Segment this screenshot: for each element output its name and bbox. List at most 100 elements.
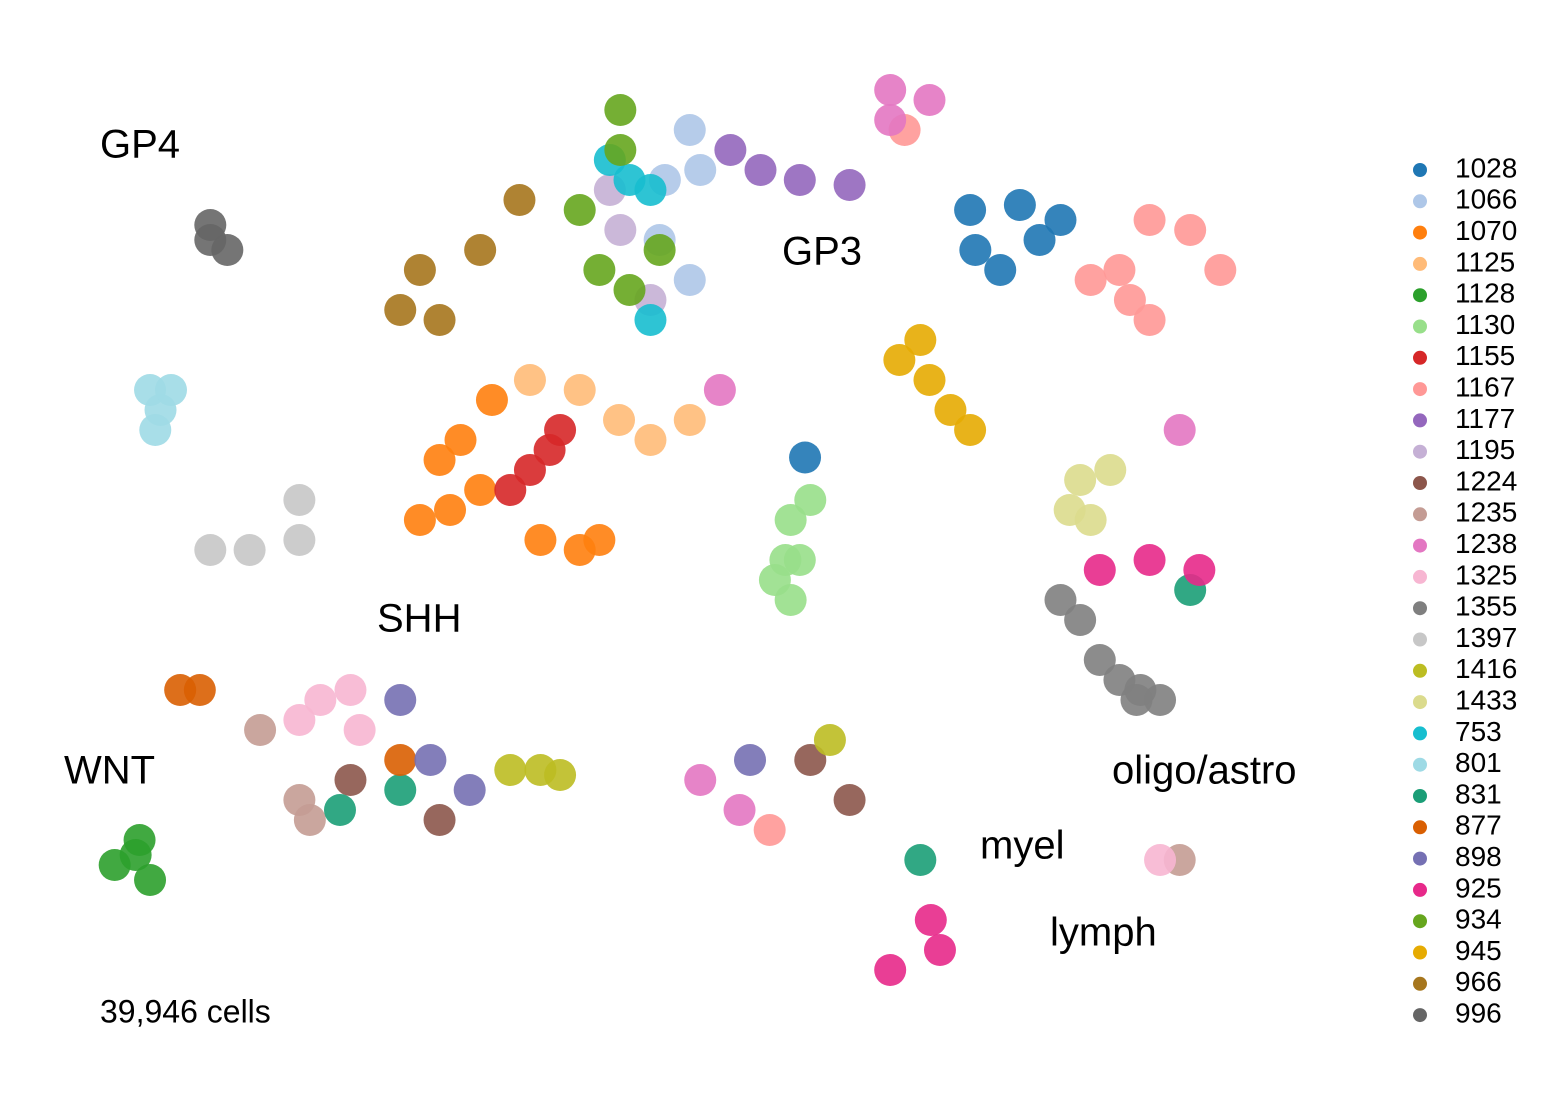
point <box>403 254 436 286</box>
point <box>634 304 667 336</box>
point <box>1023 224 1056 256</box>
point <box>524 524 557 556</box>
point <box>1064 604 1097 636</box>
legend-marker <box>1413 789 1427 803</box>
point <box>434 494 467 526</box>
point <box>423 804 456 836</box>
point <box>913 364 946 396</box>
point <box>794 744 827 776</box>
legend-label: 1128 <box>1455 278 1515 309</box>
point <box>453 774 486 806</box>
legend-label: 1224 <box>1455 465 1517 496</box>
legend-label: 1130 <box>1455 309 1515 340</box>
legend-marker <box>1413 288 1427 303</box>
point <box>1064 464 1097 496</box>
legend-label: 753 <box>1455 716 1502 747</box>
legend-marker <box>1413 569 1427 584</box>
legend-marker <box>1413 194 1427 209</box>
point <box>563 194 596 226</box>
point <box>244 714 277 746</box>
point <box>155 374 187 406</box>
point <box>384 294 417 326</box>
point <box>123 824 156 856</box>
legend-label: 1355 <box>1455 591 1517 622</box>
point <box>1133 544 1166 576</box>
legend-label: 1167 <box>1455 371 1515 402</box>
cluster-label: GP4 <box>100 123 180 167</box>
point <box>673 404 706 436</box>
point <box>1133 304 1166 336</box>
point <box>1083 554 1116 586</box>
point <box>914 904 947 936</box>
point <box>1133 204 1166 236</box>
point <box>913 84 946 116</box>
point <box>139 414 172 446</box>
legend-marker <box>1413 413 1427 428</box>
legend-label: 1066 <box>1455 184 1517 215</box>
point <box>783 164 816 196</box>
point <box>904 844 937 876</box>
point <box>194 534 227 566</box>
point <box>343 714 376 746</box>
point <box>833 784 866 816</box>
legend-marker <box>1413 601 1427 616</box>
legend-label: 1195 <box>1455 434 1515 465</box>
point <box>723 794 756 826</box>
caption: 39,946 cells <box>100 993 271 1029</box>
legend-label: 1325 <box>1455 559 1517 590</box>
point <box>283 484 316 516</box>
point <box>1074 264 1107 296</box>
legend-marker <box>1413 225 1427 240</box>
legend-marker <box>1413 538 1427 553</box>
point <box>464 234 497 266</box>
point <box>414 744 447 776</box>
point <box>544 414 577 446</box>
legend-marker <box>1413 976 1427 991</box>
cluster-label: SHH <box>377 597 461 641</box>
legend-label: 925 <box>1455 872 1502 903</box>
point <box>1174 214 1207 246</box>
legend-label: 966 <box>1455 966 1502 997</box>
point <box>1144 684 1177 716</box>
point <box>613 274 646 306</box>
point <box>684 764 717 796</box>
cluster-label: lymph <box>1050 911 1157 955</box>
point <box>403 504 436 536</box>
point <box>513 364 546 396</box>
point <box>134 864 167 896</box>
point <box>423 444 456 476</box>
point <box>1003 189 1036 221</box>
point <box>714 134 747 166</box>
point <box>703 374 736 406</box>
point <box>1103 254 1136 286</box>
point <box>444 424 477 456</box>
legend-label: 996 <box>1455 997 1502 1028</box>
point <box>604 94 637 126</box>
point <box>464 474 497 506</box>
point <box>1163 414 1196 446</box>
cluster-label: myel <box>980 824 1064 868</box>
point <box>583 524 616 556</box>
point <box>673 114 706 146</box>
point <box>1094 454 1127 486</box>
point <box>475 384 508 416</box>
legend-label: 1177 <box>1455 403 1515 434</box>
point <box>384 774 417 806</box>
legend-marker <box>1413 163 1427 177</box>
point <box>673 264 706 296</box>
legend-marker <box>1413 695 1427 710</box>
point <box>923 934 956 966</box>
point <box>283 524 316 556</box>
point <box>954 194 987 226</box>
point <box>334 674 367 706</box>
point <box>604 134 637 166</box>
point <box>384 684 417 716</box>
point <box>774 504 807 536</box>
legend-marker <box>1413 757 1427 772</box>
point <box>874 74 907 106</box>
point <box>883 344 916 376</box>
legend-label: 1238 <box>1455 528 1517 559</box>
point <box>789 441 822 474</box>
point <box>384 744 417 776</box>
